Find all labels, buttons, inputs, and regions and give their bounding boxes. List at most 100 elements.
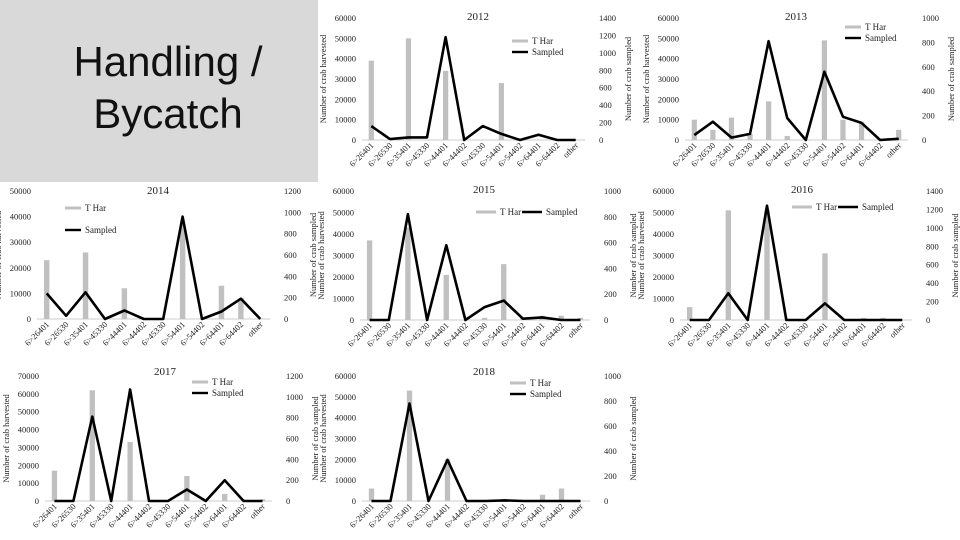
bar (686, 307, 693, 320)
chart-2017: 2017010000200003000040000500006000070000… (1, 366, 320, 530)
legend-label: Sampled (85, 225, 117, 235)
bar (366, 240, 373, 320)
y-tick-label: 10000 (333, 294, 354, 304)
y2-tick-label: 800 (604, 396, 617, 406)
y-tick-label: 40000 (10, 212, 31, 222)
legend-label: T Har (530, 378, 551, 388)
bar (443, 274, 449, 320)
bar (821, 40, 827, 140)
bar (691, 119, 697, 140)
bar (501, 264, 507, 320)
legend-label: Sampled (212, 388, 244, 398)
bar (443, 70, 449, 140)
y-tick-label: 40000 (658, 54, 679, 64)
legend-label: T Har (816, 202, 837, 212)
legend-label: T Har (212, 377, 233, 387)
chart-title: 2016 (791, 184, 814, 196)
sampled-line (370, 35, 576, 142)
bar (710, 129, 716, 140)
y-axis-title: Number of crab harvested (636, 211, 646, 300)
y-tick-label: 20000 (658, 94, 679, 104)
legend-label: T Har (865, 22, 886, 32)
sampled-line (689, 204, 903, 322)
y2-axis-title: Number of crab sampled (950, 213, 960, 298)
bar (784, 135, 790, 140)
y-tick-label: 10000 (658, 115, 679, 125)
y2-tick-label: 0 (599, 135, 603, 145)
y-tick-label: 50000 (333, 208, 354, 218)
y2-tick-label: 400 (922, 86, 935, 96)
y2-tick-label: 400 (604, 446, 617, 456)
y-tick-label: 60000 (653, 186, 674, 196)
chart-2012: 2012 0 10000 20000 30000 40000 50000 60000 0 200 4… (318, 11, 633, 169)
bar (577, 317, 584, 320)
y2-tick-label: 800 (922, 37, 935, 47)
legend-label: T Har (85, 203, 106, 213)
y2-axis-title: Number of crab sampled (628, 213, 638, 298)
y2-tick-label: 400 (599, 100, 612, 110)
y-tick-label: 40000 (335, 413, 356, 423)
y-tick-label: 10000 (18, 478, 39, 488)
y2-tick-label: 0 (604, 496, 608, 506)
y2-tick-label: 0 (286, 496, 290, 506)
bar (498, 83, 504, 140)
y-tick-label: 10000 (335, 475, 356, 485)
y2-tick-label: 800 (599, 65, 612, 75)
y2-axis-title: Number of crab sampled (623, 36, 633, 121)
y2-tick-label: 1200 (286, 371, 303, 381)
y-tick-label: 60000 (333, 186, 354, 196)
bar (89, 390, 95, 501)
y2-tick-label: 200 (284, 293, 297, 303)
bar (764, 210, 770, 320)
y-tick-label: 10000 (335, 115, 356, 125)
y-axis-title: Number of crab harvested (0, 210, 3, 299)
legend-label: Sampled (530, 389, 562, 399)
y-tick-label: 10000 (653, 294, 674, 304)
bar (481, 317, 488, 320)
y2-tick-label: 0 (926, 315, 930, 325)
y-tick-label: 70000 (18, 371, 39, 381)
x-tick-label: other (565, 320, 585, 340)
y-tick-label: 30000 (18, 442, 39, 452)
sampled-line (45, 215, 262, 321)
y2-tick-label: 1000 (922, 13, 939, 23)
chart-2014: 2014 0 10000 20000 30000 40000 50000 0 200 400 600… (0, 185, 318, 348)
x-tick-label: other (245, 319, 265, 339)
legend-label: Sampled (546, 207, 578, 217)
bar (218, 285, 225, 319)
y2-tick-label: 800 (926, 241, 939, 251)
bar (822, 253, 828, 320)
y2-tick-label: 0 (922, 135, 926, 145)
bar (558, 315, 564, 320)
y2-tick-label: 600 (286, 434, 299, 444)
y-axis-title: Number of crab harvested (318, 394, 328, 483)
bar (858, 121, 865, 140)
y-tick-label: 0 (675, 135, 679, 145)
y2-axis-title: Number of crab sampled (628, 396, 638, 481)
y-tick-label: 20000 (335, 94, 356, 104)
bar (368, 488, 375, 501)
chart-title: 2014 (147, 185, 170, 197)
y2-tick-label: 400 (284, 271, 297, 281)
bar (728, 117, 735, 140)
chart-2016: 2016 0 10000 20000 30000 40000 50000 60000 0 200 4… (636, 184, 960, 349)
y2-tick-label: 200 (599, 118, 612, 128)
bar (368, 60, 374, 141)
y2-tick-label: 1000 (604, 186, 621, 196)
bar (747, 133, 753, 140)
y2-tick-label: 600 (604, 238, 617, 248)
y-tick-label: 30000 (335, 74, 356, 84)
y-tick-label: 30000 (10, 237, 31, 247)
sampled-line (369, 212, 581, 322)
y-tick-label: 40000 (335, 54, 356, 64)
legend-label: Sampled (532, 47, 564, 57)
y-tick-label: 50000 (18, 407, 39, 417)
y2-tick-label: 400 (604, 263, 617, 273)
y-tick-label: 50000 (653, 208, 674, 218)
